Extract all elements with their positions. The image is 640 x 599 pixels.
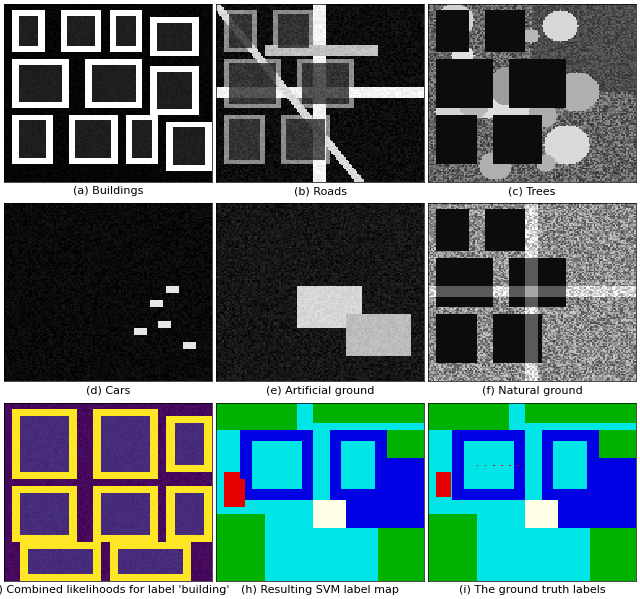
X-axis label: (e) Artificial ground: (e) Artificial ground bbox=[266, 386, 374, 395]
X-axis label: (g) Combined likelihoods for label 'building': (g) Combined likelihoods for label 'buil… bbox=[0, 585, 229, 595]
X-axis label: (d) Cars: (d) Cars bbox=[86, 386, 131, 395]
X-axis label: (f) Natural ground: (f) Natural ground bbox=[481, 386, 582, 395]
X-axis label: (b) Roads: (b) Roads bbox=[294, 186, 346, 196]
X-axis label: (c) Trees: (c) Trees bbox=[508, 186, 556, 196]
X-axis label: (h) Resulting SVM label map: (h) Resulting SVM label map bbox=[241, 585, 399, 595]
X-axis label: (i) The ground truth labels: (i) The ground truth labels bbox=[459, 585, 605, 595]
X-axis label: (a) Buildings: (a) Buildings bbox=[73, 186, 143, 196]
